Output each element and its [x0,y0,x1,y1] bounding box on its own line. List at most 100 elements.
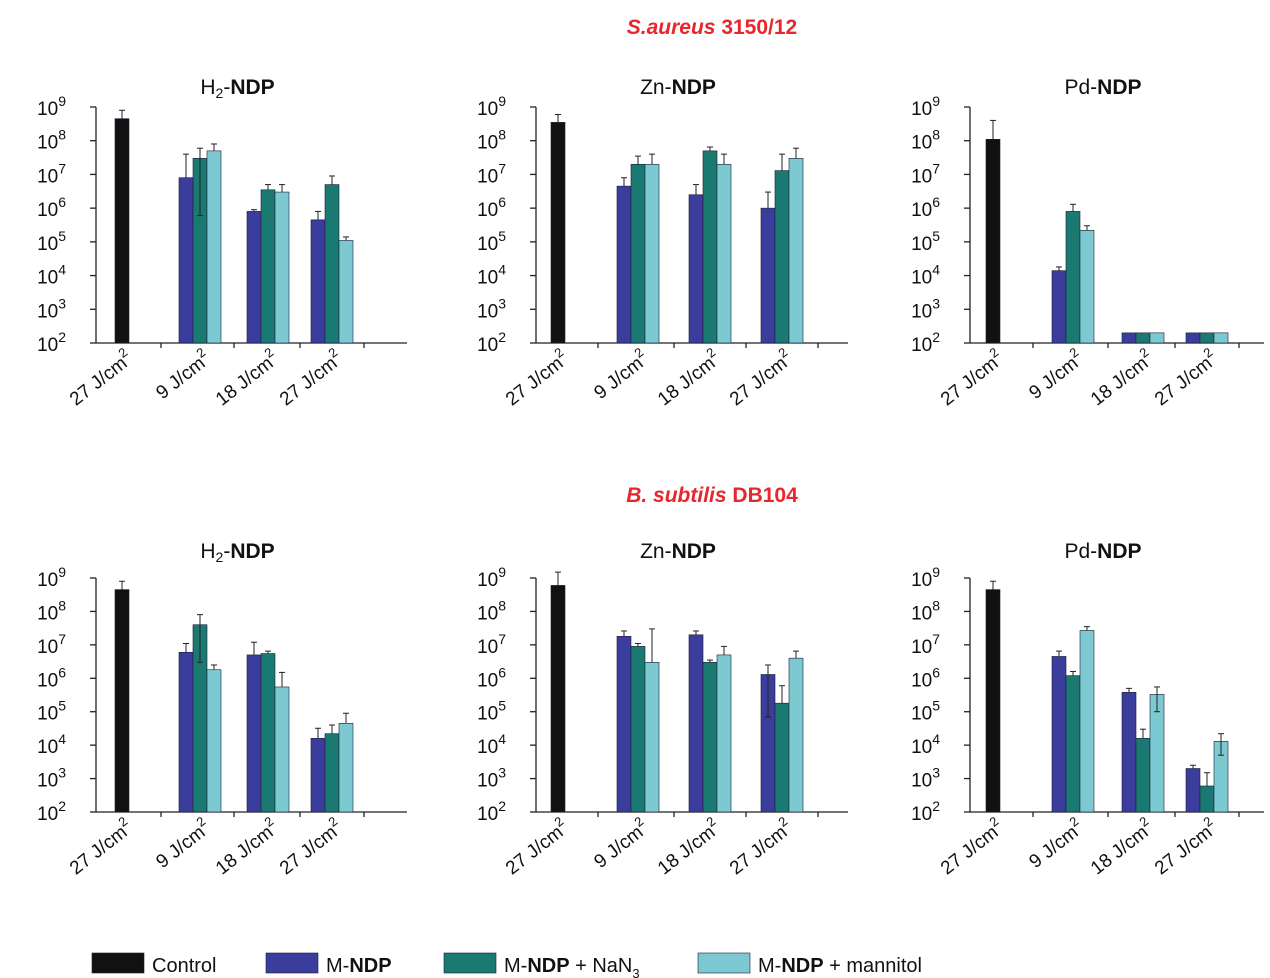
x-tick-label-text: 27 J/cm [726,353,791,411]
bar [1121,692,1137,813]
x-tick-label: 27 J/cm2 [273,344,347,410]
y-tick-base: 10 [37,268,58,289]
y-tick-exponent: 8 [58,597,66,613]
y-tick-exponent: 7 [498,160,506,176]
y-tick-label: 109 [477,564,506,591]
x-tick-label: 27 J/cm2 [63,813,137,879]
bar [1135,332,1151,344]
bar [338,240,354,344]
panel-title-bold: NDP [1097,76,1141,99]
legend-swatch [265,952,319,974]
x-tick-label-text: 9 J/cm [152,822,209,873]
x-tick-label-text: 9 J/cm [1025,353,1082,404]
y-tick-base: 10 [911,335,932,356]
y-tick-base: 10 [37,99,58,120]
bar [985,139,1001,344]
panel-title-dash: - [223,76,230,99]
y-tick-base: 10 [911,166,932,187]
y-tick-label: 109 [911,93,940,120]
legend-label: M-NDP + mannitol [758,955,922,977]
bar [324,733,340,813]
x-tick-label: 9 J/cm2 [1022,344,1088,403]
x-tick-label-text: 18 J/cm [1087,822,1152,880]
y-tick-exponent: 4 [58,731,66,747]
organism-name: S.aureus [627,16,716,39]
y-tick-label: 105 [37,228,66,255]
bar [760,207,776,344]
bar [114,589,130,813]
x-tick-label: 27 J/cm2 [723,344,797,410]
x-tick-label-text: 27 J/cm [937,822,1002,880]
y-tick-exponent: 2 [58,329,66,345]
bar [644,662,660,813]
legend: Control M-NDP M-NDP + NaN3 M-NDP + mannitol [91,952,922,978]
bar [274,686,290,813]
panel-title-prefix: Pd [1064,540,1090,563]
legend-label: Control [152,955,216,977]
x-tick-label: 18 J/cm2 [1084,344,1158,410]
bar [246,654,262,813]
y-tick-label: 105 [477,698,506,725]
y-tick-label: 102 [37,798,66,825]
x-tick-label: 27 J/cm2 [499,813,573,879]
y-tick-base: 10 [37,335,58,356]
y-tick-exponent: 5 [498,228,506,244]
legend-label-part: NDP [781,955,823,977]
y-tick-label: 102 [911,798,940,825]
panel-title-prefix: Pd [1064,76,1090,99]
y-tick-label: 106 [477,664,506,691]
y-tick-base: 10 [37,771,58,792]
panel-title-dash: - [223,540,230,563]
y-tick-exponent: 8 [932,127,940,143]
bar [788,158,804,344]
legend-label-part: NDP [349,955,391,977]
y-tick-label: 103 [37,295,66,322]
y-tick-exponent: 9 [498,564,506,580]
bar [702,662,718,813]
x-tick-label: 9 J/cm2 [149,813,215,872]
panel-title-prefix: H [200,540,215,563]
x-tick-label-text: 9 J/cm [590,353,647,404]
y-tick-exponent: 2 [498,798,506,814]
y-tick-base: 10 [37,704,58,725]
bar [985,589,1001,813]
legend-label-part: M- [504,955,527,977]
bar [774,170,790,344]
y-tick-base: 10 [37,166,58,187]
panel-title-prefix: Zn [640,540,665,563]
y-tick-base: 10 [911,200,932,221]
y-tick-label: 104 [911,731,940,758]
x-tick-label: 9 J/cm2 [587,344,653,403]
y-tick-label: 108 [911,127,940,154]
x-tick-label: 27 J/cm2 [273,813,347,879]
panel-title-dash: - [1090,540,1097,563]
y-tick-base: 10 [37,804,58,825]
y-tick-exponent: 5 [58,698,66,714]
y-tick-base: 10 [477,133,498,154]
x-tick-label-text: 27 J/cm [276,353,341,411]
y-tick-label: 103 [477,295,506,322]
bar [114,118,130,344]
bar [550,585,566,813]
y-tick-exponent: 6 [498,664,506,680]
x-tick-label: 18 J/cm2 [651,344,725,410]
y-tick-exponent: 5 [932,228,940,244]
y-tick-base: 10 [477,737,498,758]
bar [688,634,704,813]
y-tick-base: 10 [37,301,58,322]
bar [616,185,632,344]
panel-title: H2-NDP [200,540,274,565]
bar [630,163,646,344]
y-tick-exponent: 3 [932,765,940,781]
bar [630,646,646,813]
y-tick-label: 107 [37,160,66,187]
y-tick-exponent: 5 [498,698,506,714]
y-tick-label: 107 [911,631,940,658]
y-tick-label: 102 [477,798,506,825]
y-tick-base: 10 [477,570,498,591]
y-tick-exponent: 3 [58,765,66,781]
y-tick-label: 104 [911,262,940,289]
y-tick-label: 106 [37,664,66,691]
y-tick-base: 10 [911,670,932,691]
